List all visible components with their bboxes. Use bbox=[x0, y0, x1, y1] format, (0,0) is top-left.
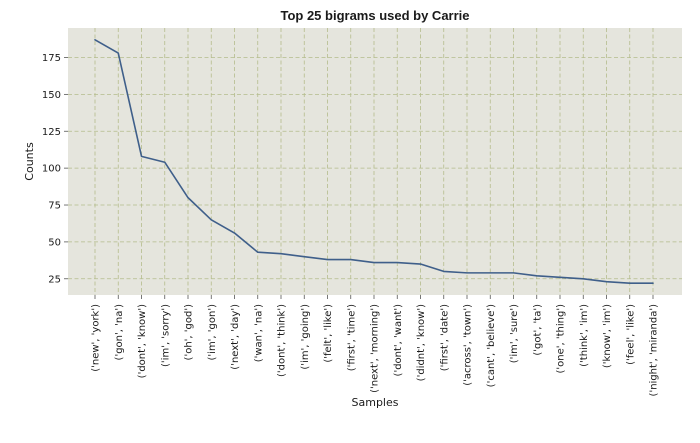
x-tick-label: ('oh', 'god') bbox=[184, 304, 195, 361]
x-tick-label: ('dont', 'think') bbox=[277, 304, 288, 377]
x-tick-label: ('felt', 'like') bbox=[323, 304, 334, 363]
x-tick-label: ('wan', 'na') bbox=[253, 304, 264, 362]
y-axis-label: Counts bbox=[23, 142, 36, 181]
x-tick-label: ('new', 'york') bbox=[91, 304, 102, 372]
x-tick-label: ('next', 'morning') bbox=[370, 304, 381, 393]
x-tick-label: ('im', 'going') bbox=[300, 304, 311, 370]
x-tick-label: ('first', 'date') bbox=[439, 304, 450, 371]
y-tick-label: 75 bbox=[48, 201, 61, 212]
y-tick-label: 125 bbox=[42, 127, 61, 138]
y-tick-label: 25 bbox=[48, 274, 61, 285]
x-tick-label: ('next', 'day') bbox=[230, 304, 241, 370]
x-tick-label: ('im', 'sure') bbox=[509, 304, 520, 363]
y-tick-label: 175 bbox=[42, 53, 61, 64]
y-tick-label: 100 bbox=[42, 164, 61, 175]
x-tick-label: ('im', 'gon') bbox=[207, 304, 218, 361]
x-tick-label: ('one', 'thing') bbox=[556, 304, 567, 374]
x-tick-label: ('got', 'ta') bbox=[532, 304, 543, 356]
x-tick-label: ('dont', 'want') bbox=[393, 304, 404, 377]
x-tick-label: ('think', 'im') bbox=[579, 304, 590, 367]
y-tick-label: 150 bbox=[42, 90, 61, 101]
x-tick-label: ('im', 'sorry') bbox=[160, 304, 171, 367]
x-tick-label: ('gon', 'na') bbox=[114, 304, 125, 361]
x-tick-label: ('know', 'im') bbox=[602, 304, 613, 368]
x-axis-ticks: ('new', 'york') ('gon', 'na') ('dont', 'kn… bbox=[91, 295, 660, 396]
x-tick-label: ('cant', 'believe') bbox=[486, 304, 497, 387]
y-tick-label: 50 bbox=[48, 237, 61, 248]
x-tick-label: ('didnt', 'know') bbox=[416, 304, 427, 381]
x-tick-label: ('first', 'time') bbox=[346, 304, 357, 371]
series bbox=[94, 38, 654, 285]
x-tick-label: ('night', 'miranda') bbox=[649, 304, 660, 397]
plot-area bbox=[68, 28, 682, 295]
x-axis-label: Samples bbox=[352, 396, 399, 409]
series-line bbox=[94, 38, 654, 285]
chart-title: Top 25 bigrams used by Carrie bbox=[280, 8, 469, 23]
y-axis-ticks: 25 50 75 100 125 150 175 bbox=[42, 53, 68, 285]
x-tick-label: ('dont', 'know') bbox=[137, 304, 148, 378]
x-tick-label: ('across', 'town') bbox=[463, 304, 474, 386]
x-tick-label: ('feel', 'like') bbox=[625, 304, 636, 365]
